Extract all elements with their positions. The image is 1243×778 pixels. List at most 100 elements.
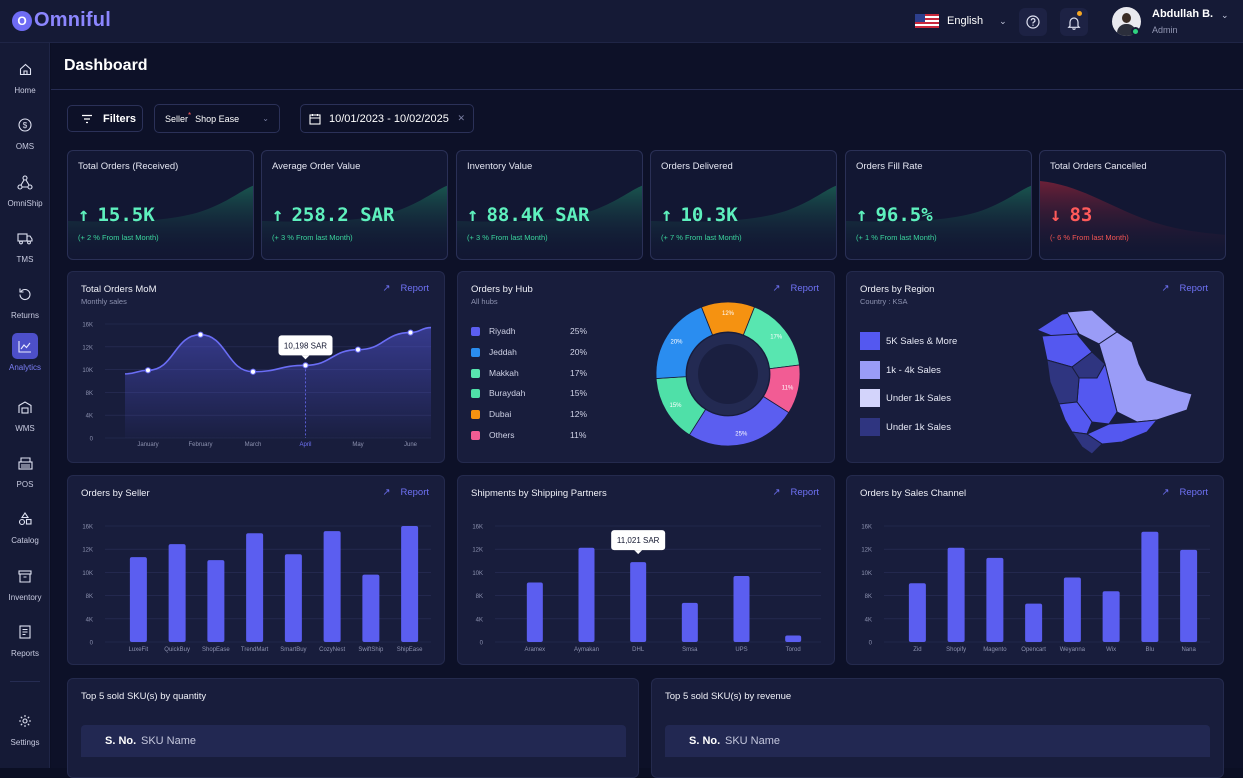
sidebar-item-wms[interactable]: WMS: [0, 394, 50, 444]
flag-us-icon: [915, 14, 939, 28]
bar: [246, 533, 264, 642]
sidebar-item-tms[interactable]: TMS: [0, 225, 50, 275]
user-name[interactable]: Abdullah B.: [1152, 8, 1214, 20]
bar: [284, 554, 302, 642]
x-tick-label: TrendMart: [241, 647, 269, 653]
x-tick-label: Aymakan: [574, 647, 599, 653]
bar: [630, 562, 647, 642]
main-content: Dashboard Filters Seller * Shop Ease ⌄ 1…: [51, 43, 1243, 778]
arrow-up-icon: ↑: [272, 204, 284, 226]
external-link-icon: ↗: [382, 283, 391, 294]
x-tick-label: UPS: [735, 647, 747, 653]
sidebar-item-omniship[interactable]: OmniShip: [0, 169, 50, 219]
kpi-card-total-orders[interactable]: Total Orders (Received) ↑ 15.5K (+ 2 % Fr…: [67, 150, 254, 260]
slice-label: 15%: [669, 403, 682, 409]
sidebar-item-reports[interactable]: Reports: [0, 619, 50, 669]
sidebar-item-label: WMS: [15, 424, 35, 433]
bar: [1102, 591, 1120, 642]
kpi-title: Average Order Value: [272, 161, 361, 172]
notifications-button[interactable]: [1060, 8, 1088, 36]
language-selector[interactable]: English ⌄: [910, 7, 1008, 35]
sidebar-item-oms[interactable]: $ OMS: [0, 112, 50, 162]
orders-mom-card: Total Orders MoM Monthly sales ↗ Report 0…: [67, 271, 445, 463]
sidebar-item-catalog[interactable]: Catalog: [0, 506, 50, 556]
bar: [681, 602, 698, 642]
report-link[interactable]: ↗ Report: [1161, 283, 1208, 294]
y-tick-label: 12K: [472, 548, 483, 554]
filter-icon: [82, 114, 92, 123]
sidebar-divider: [10, 681, 40, 682]
shipments-chart: 0 4K 8K 10K 12K 16K Aramex Aymakan DHL 11,021 SAR…: [472, 525, 821, 653]
legend-swatch: [471, 368, 480, 378]
clear-date-icon[interactable]: ✕: [457, 113, 465, 123]
sidebar-item-inventory[interactable]: Inventory: [0, 563, 50, 613]
report-link[interactable]: ↗ Report: [382, 487, 429, 498]
x-tick-label: ShipEase: [397, 647, 423, 653]
column-header-sno[interactable]: S. No.: [105, 735, 137, 747]
report-link[interactable]: ↗ Report: [772, 283, 819, 294]
seller-select[interactable]: Seller * Shop Ease ⌄: [154, 104, 280, 133]
card-title: Orders by Sales Channel: [860, 488, 967, 499]
date-range-picker[interactable]: 10/01/2023 - 10/02/2025 ✕: [300, 104, 474, 133]
kpi-card-orders-fill-rate[interactable]: Orders Fill Rate ↑ 96.5% (+ 1 % From last…: [845, 150, 1032, 260]
bar: [207, 560, 225, 642]
kpi-change: (+ 2 % From last Month): [78, 233, 159, 242]
external-link-icon: ↗: [772, 487, 781, 498]
truck-icon: [12, 225, 38, 251]
sidebar-item-home[interactable]: Home: [0, 56, 50, 106]
x-tick-label: CozyNest: [319, 647, 345, 653]
region-legend-item: Under 1k Sales: [860, 418, 951, 436]
kpi-card-orders-cancelled[interactable]: Total Orders Cancelled ↓ 83 (- 6 % From l…: [1039, 150, 1226, 260]
tooltip-pointer: [301, 355, 310, 360]
arrow-up-icon: ↑: [856, 204, 868, 226]
slice-label: 25%: [735, 432, 748, 438]
orders-by-seller-chart: 0 4K 8K 10K 12K 16K LuxeFit QuickBuy ShopEase Tre…: [82, 525, 431, 653]
kpi-sparkline: [457, 185, 642, 259]
card-title: Top 5 sold SKU(s) by quantity: [81, 691, 207, 702]
sidebar-item-label: Analytics: [8, 363, 41, 372]
kpi-card-average-order-value[interactable]: Average Order Value ↑ 258.2 SAR (+ 3 % Fr…: [261, 150, 448, 260]
bar: [1025, 603, 1043, 642]
report-link[interactable]: ↗ Report: [382, 283, 429, 294]
bell-icon: [1067, 16, 1081, 30]
omniful-logo[interactable]: O Omniful: [12, 9, 111, 32]
area-fill: [125, 327, 431, 438]
user-menu-chevron-icon[interactable]: ⌄: [1221, 10, 1229, 20]
card-title: Orders by Seller: [81, 488, 150, 499]
sidebar-item-label: Settings: [10, 738, 40, 747]
kpi-card-orders-delivered[interactable]: Orders Delivered ↑ 10.3K (+ 7 % From last…: [650, 150, 837, 260]
language-label: English: [947, 15, 984, 27]
logo-mark-icon: O: [12, 10, 32, 31]
column-header-sku[interactable]: SKU Name: [725, 735, 781, 747]
sidebar-item-returns[interactable]: Returns: [0, 281, 50, 331]
shapes-icon: [12, 506, 38, 532]
data-point: [197, 331, 204, 338]
kpi-card-inventory-value[interactable]: Inventory Value ↑ 88.4K SAR (+ 3 % From l…: [456, 150, 643, 260]
filters-button[interactable]: Filters: [67, 105, 143, 132]
bar: [578, 547, 595, 642]
calendar-icon: [309, 113, 321, 125]
y-tick-label: 12K: [82, 548, 93, 554]
chevron-down-icon: ⌄: [262, 114, 269, 123]
column-header-sno[interactable]: S. No.: [689, 735, 721, 747]
card-subtitle: Monthly sales: [81, 297, 127, 306]
tooltip-text: 11,021 SAR: [617, 536, 660, 545]
kpi-title: Inventory Value: [467, 161, 533, 172]
bar: [323, 531, 341, 642]
slice-label: 17%: [770, 335, 783, 341]
sidebar-item-analytics[interactable]: Analytics: [0, 333, 50, 383]
slice-label: 12%: [722, 311, 735, 317]
column-header-sku[interactable]: SKU Name: [141, 735, 197, 747]
gear-icon: [12, 708, 38, 734]
sidebar-item-pos[interactable]: POS: [0, 450, 50, 500]
sidebar-item-settings[interactable]: Settings: [0, 708, 50, 758]
y-tick-label: 8K: [476, 594, 483, 600]
report-link[interactable]: ↗ Report: [1161, 487, 1208, 498]
sidebar-item-label: Reports: [10, 649, 39, 658]
report-link[interactable]: ↗ Report: [772, 487, 819, 498]
kpi-title: Orders Delivered: [661, 161, 733, 172]
y-tick-label: 8K: [86, 391, 93, 397]
help-button[interactable]: [1019, 8, 1047, 36]
legend-item: Buraydah 15%: [471, 388, 587, 398]
legend-item: Jeddah 20%: [471, 347, 587, 357]
